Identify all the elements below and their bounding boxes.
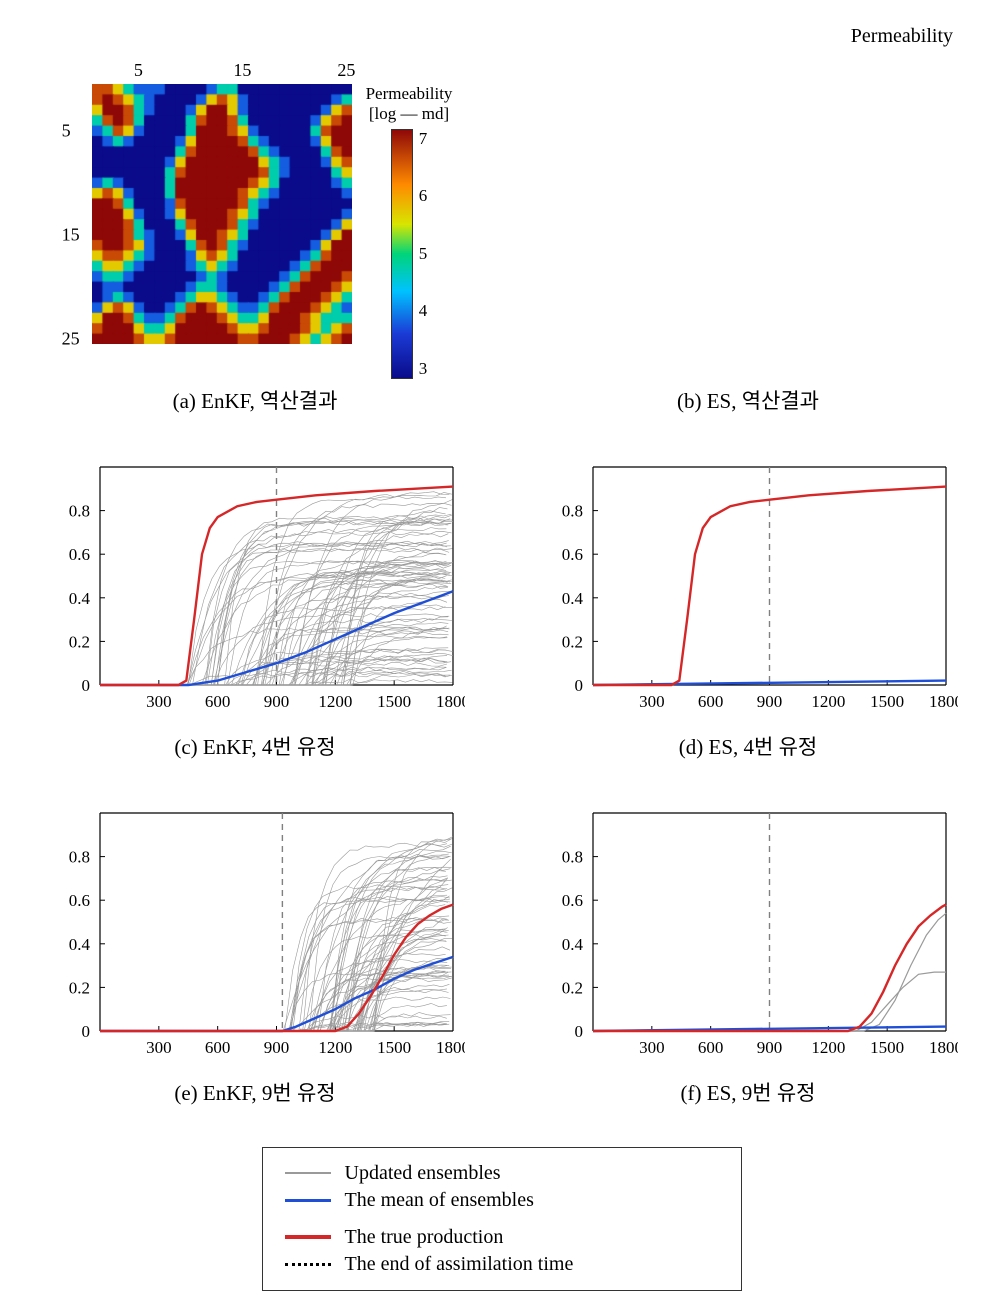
svg-text:0: 0 (575, 676, 584, 695)
legend: Updated ensembles The mean of ensembles Th… (262, 1147, 742, 1291)
svg-text:1200: 1200 (811, 1038, 845, 1057)
svg-text:1500: 1500 (377, 692, 411, 711)
panel-c: 300 600 900 1200 1500 1800 0 0.2 0.4 0.6 0.8 (c) E… (20, 455, 490, 761)
svg-text:1800: 1800 (929, 1038, 958, 1057)
svg-text:0.2: 0.2 (562, 632, 583, 651)
svg-text:900: 900 (757, 692, 783, 711)
caption-c: (c) EnKF, 4번 유정 (174, 731, 335, 761)
svg-text:600: 600 (698, 692, 724, 711)
svg-text:1200: 1200 (318, 692, 352, 711)
svg-text:0: 0 (575, 1022, 584, 1041)
svg-text:900: 900 (757, 1038, 783, 1057)
svg-text:0.2: 0.2 (69, 632, 90, 651)
svg-text:900: 900 (264, 692, 290, 711)
caption-a: (a) EnKF, 역산결과 (173, 385, 338, 415)
svg-text:0.2: 0.2 (69, 978, 90, 997)
svg-text:1800: 1800 (929, 692, 958, 711)
legend-item: The true production (285, 1226, 719, 1249)
svg-text:300: 300 (639, 692, 665, 711)
svg-text:1200: 1200 (318, 1038, 352, 1057)
legend-label: The mean of ensembles (345, 1189, 534, 1212)
caption-f: (f) ES, 9번 유정 (681, 1077, 816, 1107)
svg-text:1800: 1800 (436, 1038, 465, 1057)
svg-text:900: 900 (264, 1038, 290, 1057)
legend-item: The end of assimilation time (285, 1253, 719, 1276)
svg-text:1800: 1800 (436, 692, 465, 711)
svg-text:300: 300 (146, 692, 172, 711)
svg-text:600: 600 (698, 1038, 724, 1057)
svg-text:0.2: 0.2 (562, 978, 583, 997)
chart-e: 300 600 900 1200 1500 1800 0 0.2 0.4 0.6 0.8 (45, 801, 465, 1071)
svg-text:0.8: 0.8 (562, 847, 583, 866)
svg-text:1200: 1200 (811, 692, 845, 711)
panel-b: (b) ES, 역산결과 (513, 58, 983, 415)
caption-d: (d) ES, 4번 유정 (679, 731, 817, 761)
legend-label: The end of assimilation time (345, 1253, 574, 1276)
svg-text:0.8: 0.8 (562, 501, 583, 520)
svg-text:0.8: 0.8 (69, 847, 90, 866)
svg-text:0: 0 (82, 676, 91, 695)
chart-f: 300 600 900 1200 1500 1800 0 0.2 0.4 0.6 0.8 (538, 801, 958, 1071)
chart-c: 300 600 900 1200 1500 1800 0 0.2 0.4 0.6 0.8 (45, 455, 465, 725)
top-right-title: Permeability (20, 25, 983, 48)
legend-label: The true production (345, 1226, 504, 1249)
svg-text:0.6: 0.6 (562, 891, 583, 910)
svg-text:600: 600 (205, 692, 231, 711)
svg-text:1500: 1500 (377, 1038, 411, 1057)
svg-text:0.6: 0.6 (562, 545, 583, 564)
legend-item: The mean of ensembles (285, 1189, 719, 1212)
svg-text:0.4: 0.4 (69, 589, 91, 608)
colorbar-title: Permeability [log — md] (366, 84, 453, 125)
panel-a: 5152551525 Permeability [log — md] 76543… (20, 58, 490, 415)
colorbar: Permeability [log — md] 76543 (366, 84, 453, 379)
svg-text:0.4: 0.4 (562, 935, 584, 954)
svg-text:0.6: 0.6 (69, 545, 90, 564)
caption-b: (b) ES, 역산결과 (677, 385, 819, 415)
svg-text:0: 0 (82, 1022, 91, 1041)
panel-d: 300 600 900 1200 1500 1800 0 0.2 0.4 0.6 0.8 (d) E… (513, 455, 983, 761)
legend-label: Updated ensembles (345, 1162, 501, 1185)
svg-text:0.4: 0.4 (69, 935, 91, 954)
svg-text:0.8: 0.8 (69, 501, 90, 520)
panel-e: 300 600 900 1200 1500 1800 0 0.2 0.4 0.6 0.8 (e) E… (20, 801, 490, 1107)
svg-text:300: 300 (146, 1038, 172, 1057)
legend-item: Updated ensembles (285, 1162, 719, 1185)
svg-text:300: 300 (639, 1038, 665, 1057)
svg-text:1500: 1500 (870, 1038, 904, 1057)
svg-text:600: 600 (205, 1038, 231, 1057)
chart-d: 300 600 900 1200 1500 1800 0 0.2 0.4 0.6 0.8 (538, 455, 958, 725)
svg-text:0.4: 0.4 (562, 589, 584, 608)
svg-text:0.6: 0.6 (69, 891, 90, 910)
svg-text:1500: 1500 (870, 692, 904, 711)
heatmap: 5152551525 (92, 84, 352, 344)
panel-f: 300 600 900 1200 1500 1800 0 0.2 0.4 0.6 0.8 (f) E… (513, 801, 983, 1107)
caption-e: (e) EnKF, 9번 유정 (174, 1077, 335, 1107)
